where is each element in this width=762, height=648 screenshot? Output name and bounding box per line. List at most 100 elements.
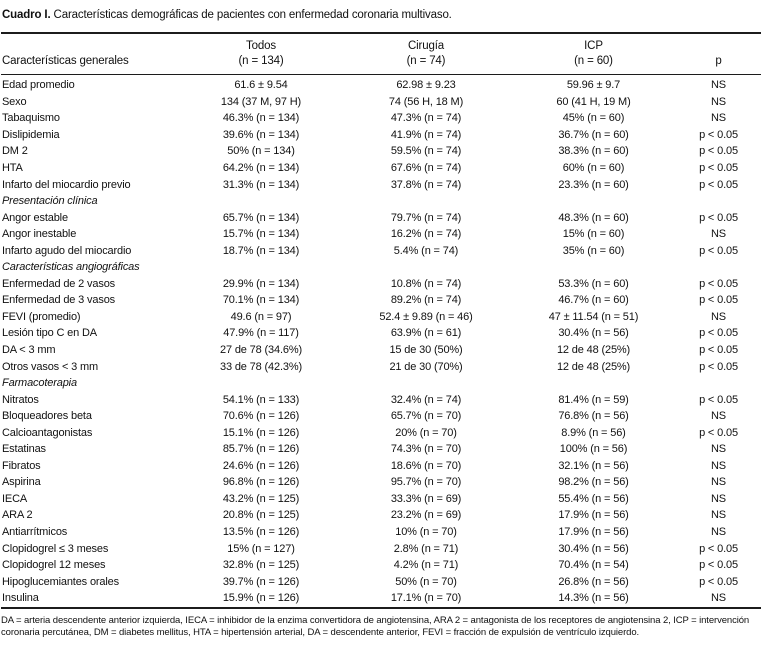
cell-todos: 85.7% (n = 126) (222, 443, 300, 456)
row-label: Calcioantagonistas (2, 426, 93, 439)
cell-p: p < 0.05 (699, 327, 738, 340)
row-label: DM 2 (2, 145, 28, 158)
header-todos: Todos (n = 134) (181, 33, 341, 75)
cell-p: NS (711, 228, 726, 241)
table-row: DM 2 50% (n = 134) 59.5% (n = 74) 38.3% (n … (1, 143, 761, 160)
cell-icp: 15% (n = 60) (562, 228, 625, 241)
section-row: Farmacoterapia (1, 375, 761, 392)
cell-p: NS (711, 459, 726, 472)
cell-cirugia: 10% (n = 70) (395, 526, 457, 539)
cell-todos: 15% (n = 127) (227, 542, 295, 555)
cell-p: NS (711, 592, 726, 605)
cell-p: p < 0.05 (699, 542, 738, 555)
cell-todos: 49.6 (n = 97) (230, 310, 292, 323)
cell-p: p < 0.05 (699, 128, 738, 141)
cell-icp: 76.8% (n = 56) (558, 410, 629, 423)
cell-p: NS (711, 509, 726, 522)
cell-todos: 39.6% (n = 134) (222, 128, 300, 141)
cell-todos: 15.7% (n = 134) (222, 228, 300, 241)
cell-icp: 36.7% (n = 60) (558, 128, 629, 141)
cell-p: NS (711, 526, 726, 539)
cell-cirugia: 17.1% (n = 70) (390, 592, 462, 605)
cell-icp: 12 de 48 (25%) (556, 344, 631, 357)
cell-icp: 8.9% (n = 56) (561, 426, 626, 439)
table-row: Dislipidemia 39.6% (n = 134) 41.9% (n = 74… (1, 127, 761, 144)
table-body: Edad promedio 61.6 ± 9.54 62.98 ± 9.23 59.9… (1, 75, 761, 608)
cell-icp: 55.4% (n = 56) (558, 492, 629, 505)
cell-cirugia: 79.7% (n = 74) (390, 211, 462, 224)
table-row: Edad promedio 61.6 ± 9.54 62.98 ± 9.23 59.9… (1, 75, 761, 94)
cell-p: p < 0.05 (699, 575, 738, 588)
cell-p: p < 0.05 (699, 244, 738, 257)
cell-cirugia: 50% (n = 70) (395, 575, 457, 588)
row-label: Clopidogrel ≤ 3 meses (2, 542, 109, 555)
cell-cirugia: 21 de 30 (70%) (389, 360, 463, 373)
cell-todos: 27 de 78 (34.6%) (220, 344, 302, 357)
cell-todos: 24.6% (n = 126) (222, 459, 300, 472)
cell-todos: 96.8% (n = 126) (222, 476, 300, 489)
table-row: Aspirina 96.8% (n = 126) 95.7% (n = 70) 98.… (1, 474, 761, 491)
cell-icp: 46.7% (n = 60) (558, 294, 629, 307)
table-row: DA < 3 mm 27 de 78 (34.6%) 15 de 30 (50%) 1… (1, 342, 761, 359)
row-label: Nitratos (2, 393, 39, 406)
header-cirugia-title: Cirugía (407, 40, 445, 52)
row-label: Estatinas (2, 443, 46, 456)
cell-icp: 47 ± 11.54 (n = 51) (548, 310, 639, 323)
cell-p: p < 0.05 (699, 162, 738, 174)
cell-todos: 20.8% (n = 125) (222, 509, 300, 522)
cell-p: p < 0.05 (699, 211, 738, 224)
cell-cirugia: 15 de 30 (50%) (389, 344, 463, 357)
cell-cirugia: 18.6% (n = 70) (390, 459, 462, 472)
table-row: FEVI (promedio) 49.6 (n = 97) 52.4 ± 9.89 … (1, 309, 761, 326)
section-row: Presentación clínica (1, 193, 761, 210)
table-row: Insulina 15.9% (n = 126) 17.1% (n = 70) 14.… (1, 590, 761, 608)
header-caracteristicas-generales: Características generales (1, 33, 181, 75)
cell-p: NS (711, 476, 726, 489)
table-row: HTA 64.2% (n = 134) 67.6% (n = 74) 60% (n =… (1, 160, 761, 177)
header-p: p (676, 33, 761, 75)
cell-icp: 81.4% (n = 59) (558, 393, 629, 406)
row-label: Edad promedio (2, 79, 75, 92)
row-label: Sexo (2, 95, 27, 108)
cell-todos: 46.3% (n = 134) (222, 112, 300, 125)
table-row: Lesión tipo C en DA 47.9% (n = 117) 63.9% … (1, 325, 761, 342)
table-row: Enfermedad de 2 vasos 29.9% (n = 134) 10.8… (1, 276, 761, 293)
table-row: ARA 2 20.8% (n = 125) 23.2% (n = 69) 17.9% … (1, 507, 761, 524)
cell-icp: 30.4% (n = 56) (558, 327, 629, 340)
section-label: Características angiográficas (2, 261, 140, 274)
cell-cirugia: 74.3% (n = 70) (390, 443, 462, 456)
cell-cirugia: 47.3% (n = 74) (390, 112, 462, 125)
cell-p: NS (711, 95, 726, 108)
row-label: Hipoglucemiantes orales (2, 575, 120, 588)
row-label: Aspirina (2, 476, 41, 489)
cell-todos: 31.3% (n = 134) (222, 178, 300, 191)
cell-p: NS (711, 112, 726, 125)
cell-todos: 33 de 78 (42.3%) (220, 360, 302, 373)
header-todos-n: (n = 134) (238, 54, 284, 67)
table-row: Calcioantagonistas 15.1% (n = 126) 20% (n … (1, 424, 761, 441)
row-label: Fibratos (2, 459, 41, 472)
cell-cirugia: 4.2% (n = 71) (393, 559, 459, 572)
cell-icp: 60% (n = 60) (562, 162, 625, 174)
table-row: Tabaquismo 46.3% (n = 134) 47.3% (n = 74) 4… (1, 110, 761, 127)
cell-icp: 17.9% (n = 56) (558, 509, 629, 522)
cell-cirugia: 33.3% (n = 69) (390, 492, 462, 505)
cell-cirugia: 2.8% (n = 71) (393, 542, 459, 555)
table-row: Angor estable 65.7% (n = 134) 79.7% (n = 7… (1, 209, 761, 226)
header-todos-title: Todos (246, 40, 276, 52)
table-row: Fibratos 24.6% (n = 126) 18.6% (n = 70) 32.… (1, 458, 761, 475)
table-row: Infarto agudo del miocardio 18.7% (n = 13… (1, 242, 761, 259)
cell-cirugia: 89.2% (n = 74) (390, 294, 462, 307)
cell-icp: 53.3% (n = 60) (558, 277, 629, 290)
demographics-table: Características generales Todos (n = 134… (1, 32, 761, 609)
row-label: Clopidogrel 12 meses (2, 559, 106, 572)
table-row: Antiarrítmicos 13.5% (n = 126) 10% (n = 70… (1, 524, 761, 541)
table-title: Cuadro I. Características demográficas d… (2, 8, 761, 22)
header-icp: ICP (n = 60) (511, 33, 676, 75)
cell-todos: 13.5% (n = 126) (222, 526, 300, 539)
table-row: IECA 43.2% (n = 125) 33.3% (n = 69) 55.4% (… (1, 491, 761, 508)
cell-icp: 100% (n = 56) (559, 443, 628, 456)
row-label: IECA (2, 492, 28, 505)
row-label: ARA 2 (2, 509, 33, 522)
cell-icp: 48.3% (n = 60) (558, 211, 629, 224)
